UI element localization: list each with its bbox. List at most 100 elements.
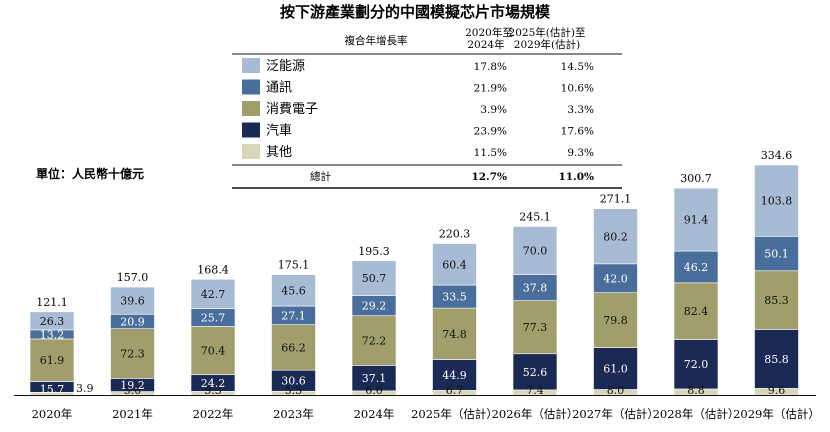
cagr-2020-2024-other: 11.5% — [474, 147, 507, 159]
bar-segment — [673, 250, 719, 284]
bar-segment — [432, 307, 477, 360]
x-tick-label: 2026年（估計） — [492, 407, 579, 421]
bar-segment — [593, 347, 638, 390]
data-label: 80.2 — [603, 230, 628, 243]
cagr-2025-2029-auto: 17.6% — [561, 126, 594, 138]
data-label: 5.3 — [204, 384, 222, 397]
data-label: 13.2 — [40, 328, 65, 341]
cagr-header-col2-line1: 2025年(估計)至 — [509, 26, 586, 39]
bar-segment — [673, 282, 719, 340]
total-label: 168.4 — [197, 263, 229, 276]
bar-segment — [190, 278, 236, 309]
cagr-header-col1-line1: 2020年至 — [465, 26, 513, 39]
bar-segment — [110, 328, 155, 379]
data-label: 5.0 — [124, 384, 142, 397]
cagr-header-col2-line2: 2029年(估計) — [514, 38, 580, 51]
data-label: 30.6 — [281, 375, 306, 388]
data-label: 6.0 — [365, 384, 383, 397]
legend-swatch-other — [242, 144, 260, 159]
data-label: 42.7 — [201, 288, 226, 301]
cagr-2025-2029-other: 9.3% — [567, 147, 594, 159]
cagr-2020-2024-telecom: 21.9% — [474, 83, 507, 95]
data-label: 60.4 — [442, 258, 467, 271]
legend-swatch-auto — [242, 122, 260, 138]
legend-swatch-consumer — [242, 101, 260, 116]
bar-segment — [29, 311, 75, 331]
data-label: 85.3 — [764, 294, 789, 307]
legend-label-energy: 泛能源 — [266, 59, 305, 74]
cagr-2025-2029-consumer: 3.3% — [567, 104, 594, 116]
data-label: 50.1 — [764, 248, 789, 261]
data-label: 7.4 — [526, 384, 544, 397]
bar-segment — [512, 226, 558, 275]
total-cagr-2025-2029: 11.0% — [558, 171, 594, 183]
data-label: 29.2 — [362, 300, 387, 313]
data-label: 42.0 — [603, 272, 628, 285]
data-label: 3.9 — [76, 382, 94, 395]
data-label: 70.0 — [523, 245, 548, 258]
data-label: 8.8 — [687, 384, 705, 397]
data-label: 6.7 — [446, 384, 464, 397]
total-label: 157.0 — [117, 271, 149, 284]
legend-label-other: 其他 — [266, 145, 292, 160]
data-label: 45.6 — [281, 284, 306, 297]
cagr-2020-2024-consumer: 3.9% — [480, 104, 507, 116]
bar-segment — [110, 286, 155, 315]
data-label: 46.2 — [684, 261, 709, 274]
bar-segment — [432, 243, 477, 286]
data-label: 44.9 — [442, 369, 467, 382]
legend-label-consumer: 消費電子 — [266, 102, 318, 117]
total-label: 300.7 — [680, 172, 712, 185]
data-label: 79.8 — [603, 314, 628, 327]
cagr-header-col1-line2: 2024年 — [467, 38, 504, 51]
total-label: 121.1 — [36, 296, 68, 309]
data-label: 66.2 — [281, 341, 306, 354]
x-tick-label: 2020年 — [32, 407, 73, 421]
data-label: 33.5 — [442, 291, 467, 304]
data-label: 72.3 — [120, 348, 145, 361]
legend-swatch-energy — [242, 58, 260, 73]
legend-label-auto: 汽車 — [266, 124, 292, 139]
data-label: 27.1 — [281, 309, 306, 322]
chart-title: 按下游產業劃分的中國模擬芯片市場規模 — [280, 3, 551, 21]
data-label: 72.0 — [684, 358, 709, 371]
cagr-2020-2024-auto: 23.9% — [474, 126, 507, 138]
total-label: 245.1 — [519, 210, 551, 223]
x-tick-label: 2029年（估計） — [733, 407, 820, 421]
x-tick-label: 2027年（估計） — [572, 407, 659, 421]
data-label: 61.0 — [603, 363, 628, 376]
data-label: 37.1 — [362, 372, 387, 385]
data-label: 50.7 — [362, 272, 387, 285]
cagr-header-label: 複合年增長率 — [345, 34, 408, 47]
data-label: 24.2 — [201, 377, 226, 390]
total-label: 195.3 — [358, 245, 390, 258]
cagr-2020-2024-energy: 17.8% — [474, 61, 507, 73]
data-label: 25.7 — [201, 311, 226, 324]
bar-segment — [351, 365, 397, 392]
cagr-2025-2029-energy: 14.5% — [561, 61, 594, 73]
total-label: 175.1 — [278, 259, 310, 272]
legend-label-telecom: 通訊 — [266, 81, 292, 96]
total-label: 220.3 — [439, 228, 471, 241]
data-label: 91.4 — [684, 214, 709, 227]
bar-segment — [593, 263, 638, 294]
data-label: 72.2 — [362, 335, 387, 348]
bar-segment — [271, 324, 316, 371]
data-label: 52.6 — [523, 366, 548, 379]
x-tick-label: 2024年 — [354, 407, 395, 421]
bar-segment — [351, 260, 397, 296]
bar-segment — [754, 164, 799, 237]
bar-segment — [673, 339, 719, 390]
data-label: 5.5 — [285, 384, 303, 397]
data-label: 103.8 — [761, 195, 793, 208]
bar-segment — [673, 187, 719, 252]
bar-segment — [754, 270, 799, 330]
data-label: 19.2 — [120, 379, 145, 392]
data-label: 9.6 — [768, 384, 786, 397]
cagr-2025-2029-telecom: 10.6% — [561, 83, 594, 95]
total-cagr-2020-2024: 12.7% — [471, 171, 507, 183]
data-label: 85.8 — [764, 353, 789, 366]
data-label: 74.8 — [442, 328, 467, 341]
data-label: 15.7 — [40, 383, 65, 396]
